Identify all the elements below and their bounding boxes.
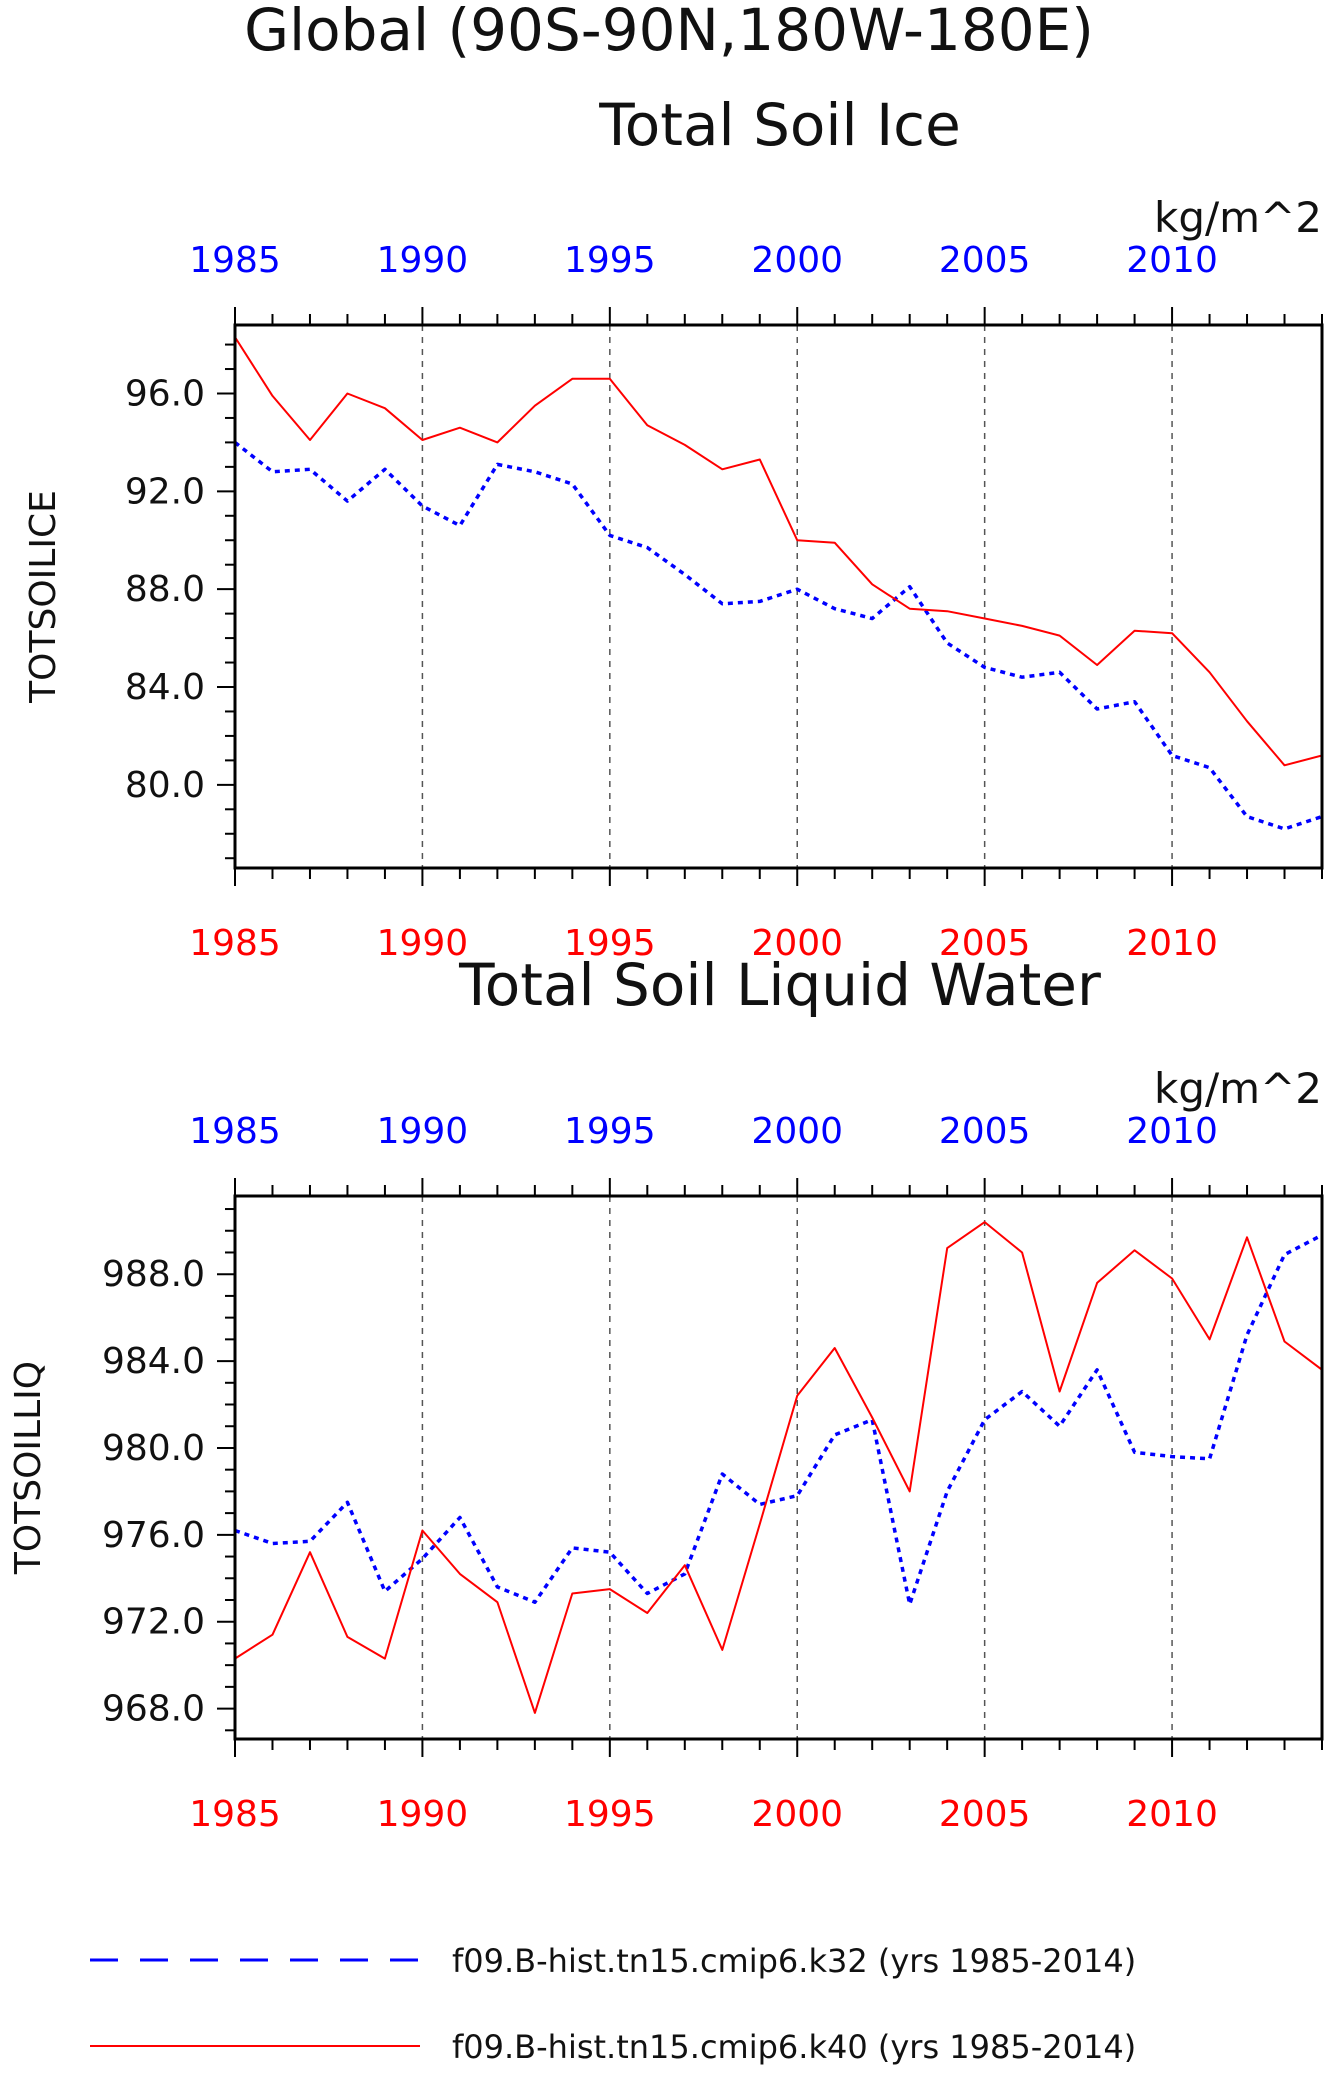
legend-label-red: f09.B-hist.tn15.cmip6.k40 (yrs 1985-2014… [452, 2028, 1136, 2066]
y-tick-label: 88.0 [125, 569, 205, 610]
plot-frame [233, 323, 1324, 870]
x-tick-label-top: 2000 [751, 240, 843, 281]
x-tick-label-bottom: 2000 [751, 923, 843, 964]
y-tick-label: 976.0 [102, 1515, 205, 1556]
x-tick-label-top: 2010 [1126, 240, 1218, 281]
x-tick-label-bottom: 2005 [939, 1794, 1031, 1835]
series-line-k40 [235, 1221, 1322, 1714]
x-tick-label-top: 2005 [939, 240, 1031, 281]
legend-label-blue: f09.B-hist.tn15.cmip6.k32 (yrs 1985-2014… [452, 1942, 1136, 1980]
series-line-k32 [235, 1233, 1322, 1607]
plot-frame [233, 1194, 1324, 1741]
series-line-k40 [235, 336, 1322, 767]
x-tick-label-top: 1995 [564, 240, 656, 281]
x-tick-label-bottom: 2010 [1126, 1794, 1218, 1835]
x-tick-label-bottom: 1995 [564, 923, 656, 964]
y-tick-label: 984.0 [102, 1341, 205, 1382]
panel-soil-ice: Total Soil Ice kg/m^2 TOTSOILICE 96.0 92.0 88… [23, 91, 1324, 964]
x-tick-label-bottom: 2010 [1126, 923, 1218, 964]
y-axis-label: TOTSOILICE [23, 490, 64, 704]
y-tick-label: 84.0 [125, 667, 205, 708]
panel-title: Total Soil Ice [598, 91, 961, 159]
y-tick-label: 980.0 [102, 1428, 205, 1469]
panel-title: Total Soil Liquid Water [458, 951, 1101, 1019]
y-tick-label: 92.0 [125, 471, 205, 512]
x-tick-label-top: 1985 [189, 240, 281, 281]
x-tick-label-bottom: 1990 [377, 1794, 469, 1835]
series-line-k32 [235, 441, 1322, 831]
x-tick-label-bottom: 2000 [751, 1794, 843, 1835]
x-tick-label-bottom: 1985 [189, 1794, 281, 1835]
x-tick-label-top: 1985 [189, 1111, 281, 1152]
x-tick-label-bottom: 1990 [377, 923, 469, 964]
x-tick-label-top: 1990 [377, 1111, 469, 1152]
legend: f09.B-hist.tn15.cmip6.k32 (yrs 1985-2014… [90, 1942, 1136, 2066]
units-label: kg/m^2 [1154, 1064, 1322, 1113]
units-label: kg/m^2 [1154, 193, 1322, 242]
y-tick-label: 96.0 [125, 373, 205, 414]
y-axis-label: TOTSOILLIQ [8, 1361, 49, 1575]
figure-title: Global (90S-90N,180W-180E) [244, 0, 1094, 64]
x-tick-label-top: 2000 [751, 1111, 843, 1152]
x-tick-label-bottom: 2005 [939, 923, 1031, 964]
x-tick-label-bottom: 1995 [564, 1794, 656, 1835]
x-tick-label-top: 2010 [1126, 1111, 1218, 1152]
panel-soil-liquid-water: Total Soil Liquid Water kg/m^2 TOTSOILLIQ 9… [8, 951, 1324, 1835]
y-tick-label: 988.0 [102, 1254, 205, 1295]
y-tick-label: 80.0 [125, 765, 205, 806]
x-tick-label-top: 1990 [377, 240, 469, 281]
x-tick-label-top: 2005 [939, 1111, 1031, 1152]
y-tick-label: 972.0 [102, 1602, 205, 1643]
y-tick-label: 968.0 [102, 1689, 205, 1730]
x-tick-label-bottom: 1985 [189, 923, 281, 964]
x-tick-label-top: 1995 [564, 1111, 656, 1152]
